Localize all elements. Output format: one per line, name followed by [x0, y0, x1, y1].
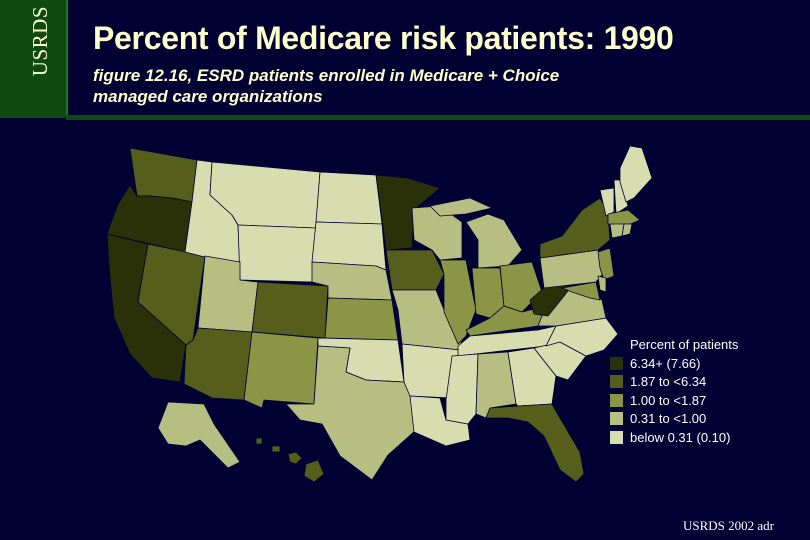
- state-ri: [621, 223, 633, 237]
- state-ms: [445, 353, 479, 425]
- us-choropleth-map: [106, 145, 653, 483]
- state-wy: [237, 224, 317, 283]
- legend-item: 6.34+ (7.66): [610, 354, 738, 373]
- state-ks: [324, 297, 399, 341]
- state-md: [561, 281, 601, 301]
- state-nj: [597, 247, 615, 281]
- legend-label: 1.00 to <1.87: [630, 392, 707, 408]
- state-co: [251, 281, 329, 339]
- state-la: [409, 395, 471, 447]
- state-ak: [157, 401, 241, 469]
- legend-item: below 0.31 (0.10): [610, 428, 738, 447]
- state-tx: [285, 345, 417, 481]
- state-de: [597, 275, 607, 293]
- source-credit: USRDS 2002 adr: [682, 518, 774, 533]
- legend-title: Percent of patients: [630, 337, 739, 352]
- state-ny: [539, 197, 611, 259]
- legend-swatch: [610, 412, 623, 426]
- state-mi: [429, 197, 523, 269]
- legend-label: 6.34+ (7.66): [630, 355, 701, 371]
- state-me: [619, 145, 653, 203]
- state-nh: [613, 179, 629, 215]
- state-wa: [129, 147, 198, 203]
- side-tab-label: USRDS: [28, 6, 52, 77]
- state-ma: [607, 209, 641, 227]
- state-nd: [315, 171, 383, 225]
- state-il: [439, 259, 477, 345]
- legend-swatch: [610, 375, 623, 389]
- legend-item: 1.00 to <1.87: [610, 391, 738, 410]
- legend-item: 1.87 to <6.34: [610, 373, 738, 392]
- header-rule: [66, 115, 810, 120]
- legend-item: 0.31 to <1.00: [610, 410, 738, 429]
- page-title: Percent of Medicare risk patients: 1990: [93, 20, 674, 56]
- legend-swatch: [610, 430, 623, 444]
- legend-label: 1.87 to <6.34: [630, 374, 707, 390]
- subtitle-line-1: figure 12.16, ESRD patients enrolled in …: [93, 66, 560, 85]
- state-fl: [485, 403, 585, 483]
- page-subtitle: figure 12.16, ESRD patients enrolled in …: [93, 65, 693, 107]
- subtitle-line-2: managed care organizations: [93, 87, 323, 106]
- legend-swatch: [610, 356, 623, 370]
- state-vt: [599, 187, 615, 217]
- legend-label: below 0.31 (0.10): [630, 429, 731, 445]
- state-ia: [385, 249, 445, 291]
- side-tab: USRDS: [0, 0, 68, 118]
- state-hi: [255, 437, 325, 483]
- state-az: [183, 327, 253, 401]
- map-legend: Percent of patients 6.34+ (7.66) 1.87 to…: [610, 337, 738, 447]
- legend-swatch: [610, 393, 623, 407]
- state-nm: [243, 331, 319, 409]
- legend-label: 0.31 to <1.00: [630, 411, 707, 427]
